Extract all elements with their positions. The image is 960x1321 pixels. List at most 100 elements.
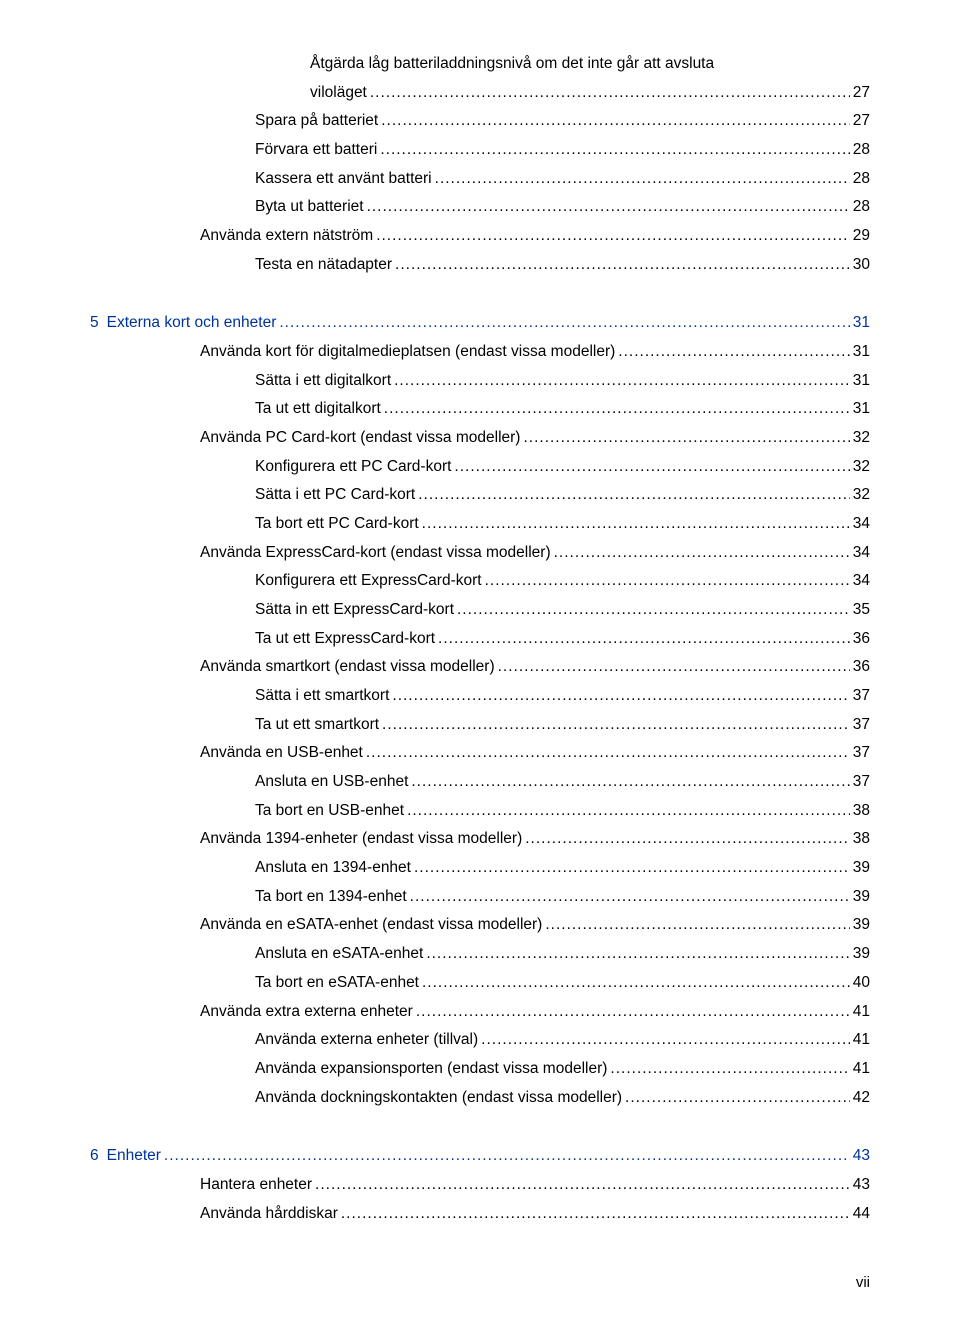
toc-leader-dots (438, 625, 850, 654)
toc-entry[interactable]: Ansluta en 1394-enhet 39 (90, 854, 870, 883)
toc-title: Kassera ett använt batteri (255, 165, 432, 194)
toc-chapter-entry[interactable]: 5Externa kort och enheter31 (90, 309, 870, 338)
toc-leader-dots (414, 854, 850, 883)
toc-leader-dots (418, 481, 850, 510)
toc-title: Använda smartkort (endast vissa modeller… (200, 653, 495, 682)
toc-page-number: 39 (853, 940, 870, 969)
toc-entry[interactable]: Ta ut ett ExpressCard-kort 36 (90, 625, 870, 654)
toc-entry[interactable]: Använda 1394-enheter (endast vissa model… (90, 825, 870, 854)
toc-entry[interactable]: Använda kort för digitalmedieplatsen (en… (90, 338, 870, 367)
toc-page-number: 32 (853, 453, 870, 482)
toc-page-number: 27 (853, 79, 870, 108)
toc-title: 5Externa kort och enheter (90, 309, 276, 338)
toc-entry[interactable]: Hantera enheter 43 (90, 1171, 870, 1200)
toc-entry[interactable]: Byta ut batteriet 28 (90, 193, 870, 222)
toc-entry[interactable]: Ansluta en USB-enhet37 (90, 768, 870, 797)
toc-entry[interactable]: Ta ut ett digitalkort31 (90, 395, 870, 424)
toc-entry[interactable]: Ta bort ett PC Card-kort 34 (90, 510, 870, 539)
toc-chapter-entry[interactable]: 6Enheter43 (90, 1142, 870, 1171)
toc-leader-dots (279, 309, 849, 338)
toc-title: Sätta i ett PC Card-kort (255, 481, 415, 510)
toc-entry[interactable]: Använda PC Card-kort (endast vissa model… (90, 424, 870, 453)
toc-page-number: 37 (853, 739, 870, 768)
toc-page-number: 39 (853, 883, 870, 912)
toc-entry[interactable]: Ansluta en eSATA-enhet 39 (90, 940, 870, 969)
toc-leader-dots (392, 682, 849, 711)
toc-entry[interactable]: Ta bort en USB-enhet38 (90, 797, 870, 826)
toc-entry[interactable]: Konfigurera ett PC Card-kort 32 (90, 453, 870, 482)
toc-page-number: 28 (853, 193, 870, 222)
toc-leader-dots (618, 338, 849, 367)
toc-entry[interactable]: Sätta i ett PC Card-kort 32 (90, 481, 870, 510)
toc-entry[interactable]: Använda expansionsporten (endast vissa m… (90, 1055, 870, 1084)
toc-title: Ta ut ett ExpressCard-kort (255, 625, 435, 654)
toc-page-number: 36 (853, 625, 870, 654)
toc-entry[interactable]: Använda dockningskontakten (endast vissa… (90, 1084, 870, 1113)
toc-leader-dots (382, 711, 850, 740)
toc-page-number: 42 (853, 1084, 870, 1113)
toc-title: Ansluta en eSATA-enhet (255, 940, 423, 969)
toc-leader-dots (422, 969, 850, 998)
toc-page-number: 27 (853, 107, 870, 136)
toc-title: Spara på batteriet (255, 107, 378, 136)
toc-page-number: 43 (853, 1171, 870, 1200)
toc-leader-dots (435, 165, 850, 194)
toc-entry[interactable]: Ta ut ett smartkort37 (90, 711, 870, 740)
toc-page-number: 39 (853, 854, 870, 883)
toc-leader-dots (367, 193, 850, 222)
toc-entry[interactable]: Använda en eSATA-enhet (endast vissa mod… (90, 911, 870, 940)
toc-entry[interactable]: Förvara ett batteri28 (90, 136, 870, 165)
toc-title: Konfigurera ett PC Card-kort (255, 453, 451, 482)
toc-title: Sätta in ett ExpressCard-kort (255, 596, 454, 625)
toc-entry[interactable]: Spara på batteriet 27 (90, 107, 870, 136)
toc-entry[interactable]: Sätta i ett smartkort37 (90, 682, 870, 711)
document-page: Åtgärda låg batteriladdningsnivå om det … (0, 0, 960, 1321)
toc-page-number: 41 (853, 1055, 870, 1084)
toc-entry[interactable]: Sätta in ett ExpressCard-kort 35 (90, 596, 870, 625)
toc-chapter-title: Externa kort och enheter (107, 314, 277, 331)
toc-page-number: 32 (853, 481, 870, 510)
toc-title: Ta bort en 1394-enhet (255, 883, 407, 912)
toc-entry[interactable]: Använda en USB-enhet 37 (90, 739, 870, 768)
toc-entry[interactable]: Åtgärda låg batteriladdningsnivå om det … (90, 50, 870, 107)
toc-title: Ansluta en 1394-enhet (255, 854, 411, 883)
toc-page-number: 41 (853, 1026, 870, 1055)
toc-title: Använda externa enheter (tillval) (255, 1026, 478, 1055)
toc-title: Använda kort för digitalmedieplatsen (en… (200, 338, 615, 367)
toc-entry[interactable]: Ta bort en 1394-enhet 39 (90, 883, 870, 912)
toc-page-number: 34 (853, 510, 870, 539)
toc-page-number: 36 (853, 653, 870, 682)
toc-entry[interactable]: Sätta i ett digitalkort31 (90, 367, 870, 396)
toc-title: Använda expansionsporten (endast vissa m… (255, 1055, 607, 1084)
toc-leader-dots (315, 1171, 850, 1200)
toc-entry[interactable]: Testa en nätadapter30 (90, 251, 870, 280)
toc-title: Använda extern nätström (200, 222, 373, 251)
toc-leader-dots (422, 510, 850, 539)
toc-leader-dots (384, 395, 850, 424)
toc-leader-dots (426, 940, 849, 969)
toc-title: Ta bort en USB-enhet (255, 797, 404, 826)
toc-entry[interactable]: Konfigurera ett ExpressCard-kort34 (90, 567, 870, 596)
toc-title: Använda hårddiskar (200, 1200, 338, 1229)
toc-title: Hantera enheter (200, 1171, 312, 1200)
toc-entry[interactable]: Ta bort en eSATA-enhet40 (90, 969, 870, 998)
toc-entry[interactable]: Använda externa enheter (tillval) 41 (90, 1026, 870, 1055)
toc-entry[interactable]: Använda extra externa enheter41 (90, 998, 870, 1027)
toc-page-number: 35 (853, 596, 870, 625)
toc-entry[interactable]: Använda extern nätström29 (90, 222, 870, 251)
toc-leader-dots (625, 1084, 850, 1113)
toc-entry[interactable]: Använda hårddiskar44 (90, 1200, 870, 1229)
toc-title: Använda PC Card-kort (endast vissa model… (200, 424, 520, 453)
toc-page-number: 38 (853, 825, 870, 854)
toc-page-number: 41 (853, 998, 870, 1027)
toc-entry[interactable]: Kassera ett använt batteri28 (90, 165, 870, 194)
toc-entry[interactable]: Använda ExpressCard-kort (endast vissa m… (90, 539, 870, 568)
toc-page-number: 28 (853, 136, 870, 165)
toc-title: Använda en USB-enhet (200, 739, 363, 768)
toc-leader-dots (485, 567, 850, 596)
toc-title: Byta ut batteriet (255, 193, 364, 222)
toc-page-number: 32 (853, 424, 870, 453)
toc-title: Ta bort ett PC Card-kort (255, 510, 419, 539)
toc-entry[interactable]: Använda smartkort (endast vissa modeller… (90, 653, 870, 682)
toc-leader-dots (164, 1142, 850, 1171)
